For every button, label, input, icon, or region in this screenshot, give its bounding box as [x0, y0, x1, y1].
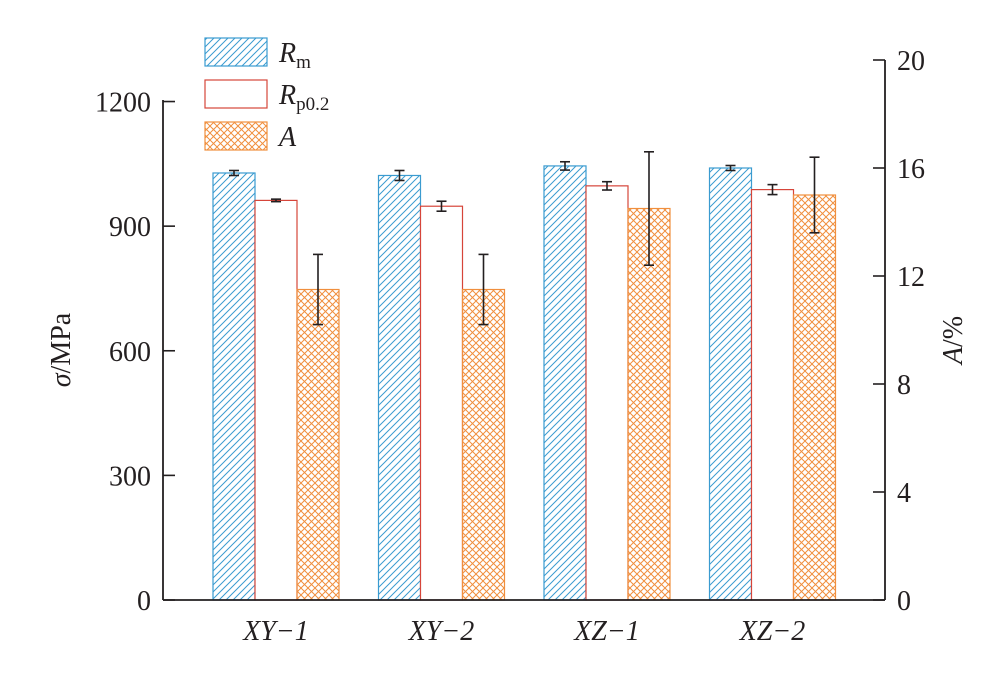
- y-right-tick-label: 0: [897, 586, 911, 617]
- legend: Rm Rp0.2 A: [204, 37, 329, 153]
- legend-swatch: [204, 79, 268, 109]
- bar: [254, 199, 298, 601]
- bar: [627, 207, 671, 601]
- y-right-tick-label: 20: [897, 46, 925, 77]
- y-right-tick-label: 16: [897, 154, 925, 185]
- y-right-tick-label: 8: [897, 370, 911, 401]
- bar: [212, 172, 256, 601]
- y-left-tick-label: 600: [109, 337, 151, 368]
- y-left-tick-label: 900: [109, 212, 151, 243]
- bar: [585, 185, 629, 601]
- x-tick-label: XY−2: [408, 616, 475, 647]
- y-right-tick-label: 4: [897, 478, 911, 509]
- bars-layer: [212, 165, 837, 601]
- bar: [750, 189, 795, 601]
- bar: [792, 194, 837, 601]
- y-left-axis-label: σ/MPa: [46, 312, 77, 387]
- y-left-tick-label: 0: [137, 586, 151, 617]
- x-tick-label: XY−1: [242, 616, 309, 647]
- bar: [543, 165, 587, 601]
- legend-swatch: [204, 37, 268, 67]
- y-right-tick-label: 12: [897, 262, 925, 293]
- legend-label: A: [277, 122, 297, 153]
- y-right-axis-label: A/%: [938, 316, 969, 366]
- y-left-tick-label: 300: [109, 461, 151, 492]
- bar: [708, 167, 753, 601]
- error-bars-layer: [229, 151, 820, 326]
- legend-label: Rp0.2: [278, 80, 329, 115]
- legend-swatch: [204, 121, 268, 151]
- bar: [296, 288, 340, 601]
- axes-layer: XY−1 XY−2 XZ−1 XZ−2 0 300 600 900 1200 0 4 8 12 16 20 σ…: [46, 46, 969, 647]
- x-tick-label: XZ−2: [739, 616, 806, 647]
- bar: [419, 205, 464, 601]
- bar: [377, 174, 422, 601]
- bar: [461, 288, 506, 601]
- y-left-tick-label: 1200: [95, 88, 151, 119]
- x-tick-label: XZ−1: [573, 616, 640, 647]
- legend-label: Rm: [278, 38, 311, 73]
